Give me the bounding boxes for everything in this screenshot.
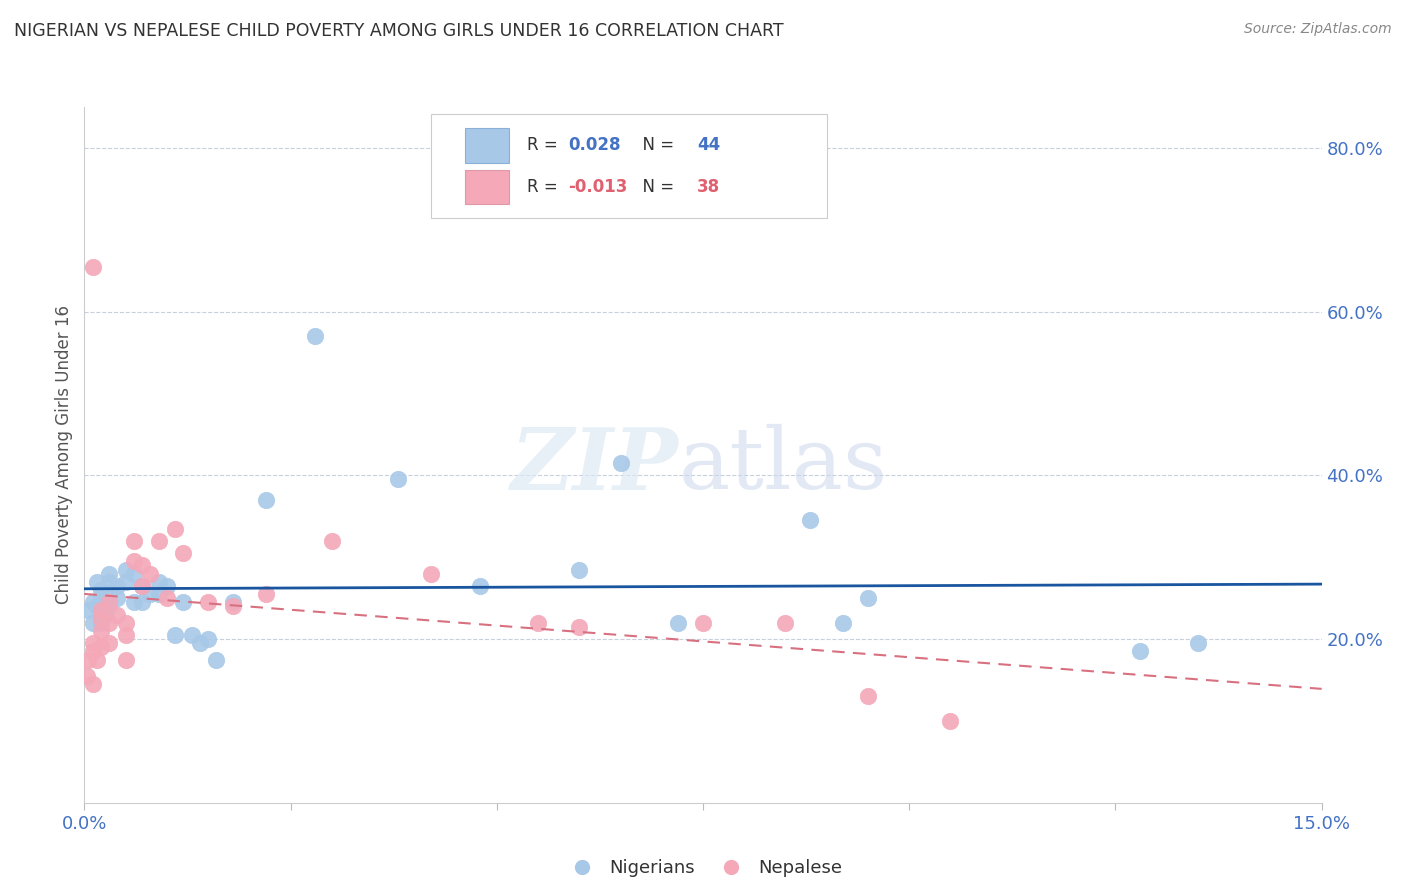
Point [114,574,136,589]
Point [131,558,153,573]
Point [148,587,170,601]
Point [82,260,104,274]
Point [205,652,228,666]
Text: 0.028: 0.028 [568,136,620,154]
Point [114,652,136,666]
Point [105,579,128,593]
Point [304,329,326,343]
Point [90,612,112,626]
Point [939,714,962,728]
Point [122,566,145,581]
Bar [465,128,509,162]
Point [90,624,112,638]
Point [165,522,187,536]
Point [98,574,121,589]
Text: 44: 44 [697,136,720,154]
Point [387,473,409,487]
Point [568,562,591,576]
Point [692,615,714,630]
Point [419,566,441,581]
Point [98,591,121,606]
Point [254,492,277,507]
Point [156,579,179,593]
Point [222,595,245,609]
Point [98,566,121,581]
Point [86,652,108,666]
Point [321,533,343,548]
Point [1187,636,1209,650]
Text: R =: R = [527,136,564,154]
Point [94,607,117,622]
Point [131,595,153,609]
Point [90,615,112,630]
Point [86,599,108,614]
Text: Source: ZipAtlas.com: Source: ZipAtlas.com [1244,22,1392,37]
Text: -0.013: -0.013 [568,178,627,196]
Point [799,513,821,527]
Point [527,615,550,630]
Text: atlas: atlas [678,424,887,507]
Point [90,591,112,606]
Point [114,628,136,642]
Point [856,690,879,704]
Point [98,636,121,650]
Y-axis label: Child Poverty Among Girls Under 16: Child Poverty Among Girls Under 16 [55,305,73,605]
Point [98,615,121,630]
Point [148,574,170,589]
Text: ZIP: ZIP [510,424,678,508]
Text: N =: N = [633,136,681,154]
Point [172,546,194,560]
Point [568,620,591,634]
FancyBboxPatch shape [430,114,827,219]
Point [122,595,145,609]
Point [1129,644,1152,658]
Point [254,587,277,601]
Point [82,677,104,691]
Point [82,595,104,609]
Bar [465,169,509,204]
Point [122,533,145,548]
Point [90,640,112,655]
Point [197,595,219,609]
Text: NIGERIAN VS NEPALESE CHILD POVERTY AMONG GIRLS UNDER 16 CORRELATION CHART: NIGERIAN VS NEPALESE CHILD POVERTY AMONG… [14,22,783,40]
Point [114,562,136,576]
Point [76,669,98,683]
Point [832,615,855,630]
Point [90,582,112,597]
Point [139,566,162,581]
Point [131,579,153,593]
Point [105,607,128,622]
Legend: Nigerians, Nepalese: Nigerians, Nepalese [557,852,849,884]
Point [98,599,121,614]
Point [98,595,121,609]
Point [114,615,136,630]
Point [90,603,112,617]
Point [188,636,211,650]
Text: R =: R = [527,178,564,196]
Point [82,644,104,658]
Point [131,579,153,593]
Point [82,615,104,630]
Point [165,628,187,642]
Point [609,456,631,470]
Point [105,591,128,606]
Point [775,615,797,630]
Point [197,632,219,646]
Point [139,587,162,601]
Point [77,603,100,617]
Point [148,533,170,548]
Point [82,636,104,650]
Text: 38: 38 [697,178,720,196]
Point [156,591,179,606]
Point [856,591,879,606]
Point [172,595,194,609]
Text: N =: N = [633,178,681,196]
Point [122,554,145,568]
Point [470,579,492,593]
Point [77,652,100,666]
Point [222,599,245,614]
Point [180,628,202,642]
Point [666,615,689,630]
Point [86,574,108,589]
